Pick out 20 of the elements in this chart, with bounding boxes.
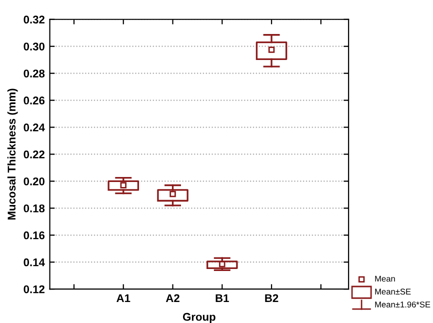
- text: Mean±1.96*SE: [375, 302, 430, 308]
- y-tick-label: 0.14: [24, 258, 45, 266]
- y-tick-label: 0.32: [24, 16, 44, 24]
- y-tick-label: 0.26: [24, 96, 45, 104]
- y-tick-label: 0.22: [24, 150, 44, 158]
- x-tick-label: B2: [265, 294, 278, 302]
- x-axis-title: Group: [182, 312, 216, 323]
- y-tick-label: 0.16: [24, 231, 45, 240]
- y-tick-label: 0.20: [24, 177, 44, 186]
- text: Mean±SE: [375, 288, 411, 295]
- y-tick-label: 0.18: [24, 204, 45, 212]
- x-tick-label: B1: [216, 294, 229, 302]
- y-tick-label: 0.28: [24, 70, 45, 78]
- y-tick-label: 0.24: [24, 124, 45, 132]
- x-tick-label: A2: [166, 294, 180, 302]
- text: Mean: [375, 276, 395, 282]
- y-tick-label: 0.30: [24, 42, 44, 50]
- y-tick-label: 0.12: [24, 285, 44, 294]
- x-tick-label: A1: [116, 294, 130, 302]
- y-axis-title: Mucosal Thickness (mm): [7, 88, 18, 220]
